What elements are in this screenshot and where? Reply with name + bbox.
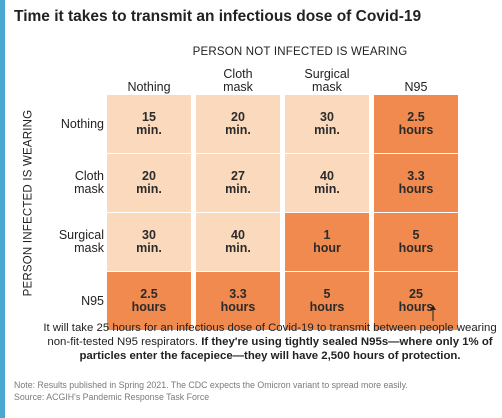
cell-unit: hours [131, 300, 167, 314]
source-text: Source: ACGIH's Pandemic Response Task F… [14, 392, 210, 402]
cell-value: 20 [231, 110, 245, 124]
cell-value: 2.5 [407, 110, 425, 124]
cell-unit: hours [398, 300, 434, 314]
column-header-line1: Cloth [223, 67, 253, 81]
cell-value: 3.3 [229, 287, 247, 301]
column-header: N95 [374, 60, 458, 94]
annotation-line-2: non-fit-tested N95 respirators. If they'… [40, 335, 500, 349]
cell-value: 40 [320, 169, 334, 183]
annotation-line-3-bold: particles enter the facepiece—they will … [79, 350, 461, 362]
row-header-line2: mask [74, 182, 104, 196]
annotation-caption: It will take 25 hours for an infectious … [40, 321, 500, 363]
cell-unit: min. [225, 241, 251, 255]
column-header-line2: mask [223, 80, 253, 94]
annotation-line-3: particles enter the facepiece—they will … [40, 349, 500, 363]
row-header: Surgical mask [40, 213, 104, 271]
cell-unit: hours [398, 123, 434, 137]
cell-unit: hours [309, 300, 345, 314]
column-header-line2: mask [312, 80, 342, 94]
cell-unit: hours [220, 300, 256, 314]
cell-value: 2.5 [140, 287, 158, 301]
footnote: Note: Results published in Spring 2021. … [14, 379, 494, 403]
table-cell: 40 min. [196, 213, 280, 271]
cell-unit: hours [398, 241, 434, 255]
annotation-line-1: It will take 25 hours for an infectious … [43, 322, 497, 334]
table-cell: 3.3 hours [196, 272, 280, 330]
table-cell: 15 min. [107, 95, 191, 153]
cell-unit: hours [398, 182, 434, 196]
row-header-line1: N95 [81, 293, 104, 308]
row-header: Nothing [40, 95, 104, 153]
cell-value: 30 [320, 110, 334, 124]
cell-unit: min. [136, 182, 162, 196]
cell-unit: min. [136, 123, 162, 137]
cell-unit: hour [313, 241, 341, 255]
table-cell: 25 hours [374, 272, 458, 330]
annotation-line-2-plain: non-fit-tested N95 respirators. [47, 336, 199, 348]
row-header-line2: mask [74, 241, 104, 255]
cell-value: 3.3 [407, 169, 425, 183]
cell-value: 5 [323, 287, 331, 301]
column-axis-label: PERSON NOT INFECTED IS WEARING [192, 46, 408, 58]
row-axis-label-wrap: PERSON INFECTED IS WEARING [17, 95, 39, 310]
table-cell: 30 min. [107, 213, 191, 271]
cell-value: 20 [142, 169, 156, 183]
note-text: Note: Results published in Spring 2021. … [14, 380, 408, 390]
table-cell: 20 min. [196, 95, 280, 153]
table-cell: 5 hours [285, 272, 369, 330]
cell-value: 25 [409, 287, 423, 301]
accent-bar [0, 0, 5, 418]
row-header: N95 [40, 272, 104, 330]
table-cell: 30 min. [285, 95, 369, 153]
table-cell: 3.3 hours [374, 154, 458, 212]
table-cell: 5 hours [374, 213, 458, 271]
cell-unit: min. [136, 241, 162, 255]
row-axis-label: PERSON INFECTED IS WEARING [22, 109, 35, 296]
cell-value: 5 [412, 228, 420, 242]
row-header-line1: Nothing [60, 116, 104, 131]
row-header: Cloth mask [40, 154, 104, 212]
annotation-line-2-bold: If they're using tightly sealed N95s—whe… [201, 336, 493, 348]
cell-unit: min. [225, 123, 251, 137]
table-cell: 20 min. [107, 154, 191, 212]
row-header-line1: Cloth [74, 169, 104, 183]
cell-value: 15 [142, 110, 156, 124]
chart-title: Time it takes to transmit an infectious … [14, 8, 422, 25]
column-header-line2: Nothing [127, 80, 171, 94]
table-cell: 1 hour [285, 213, 369, 271]
table-cell: 2.5 hours [374, 95, 458, 153]
row-header-line1: Surgical [58, 228, 104, 242]
annotation-arrow [430, 305, 436, 321]
table-cell: 40 min. [285, 154, 369, 212]
cell-unit: min. [225, 182, 251, 196]
cell-value: 1 [323, 228, 331, 242]
column-header-line2: N95 [404, 80, 428, 94]
cell-unit: min. [314, 182, 340, 196]
cell-value: 40 [231, 228, 245, 242]
cell-unit: min. [314, 123, 340, 137]
cell-value: 30 [142, 228, 156, 242]
column-header: Surgical mask [285, 60, 369, 94]
column-header-line1: Surgical [304, 67, 350, 81]
cell-value: 27 [231, 169, 245, 183]
table-cell: 2.5 hours [107, 272, 191, 330]
column-header: Nothing [107, 60, 191, 94]
column-header: Cloth mask [196, 60, 280, 94]
table-cell: 27 min. [196, 154, 280, 212]
